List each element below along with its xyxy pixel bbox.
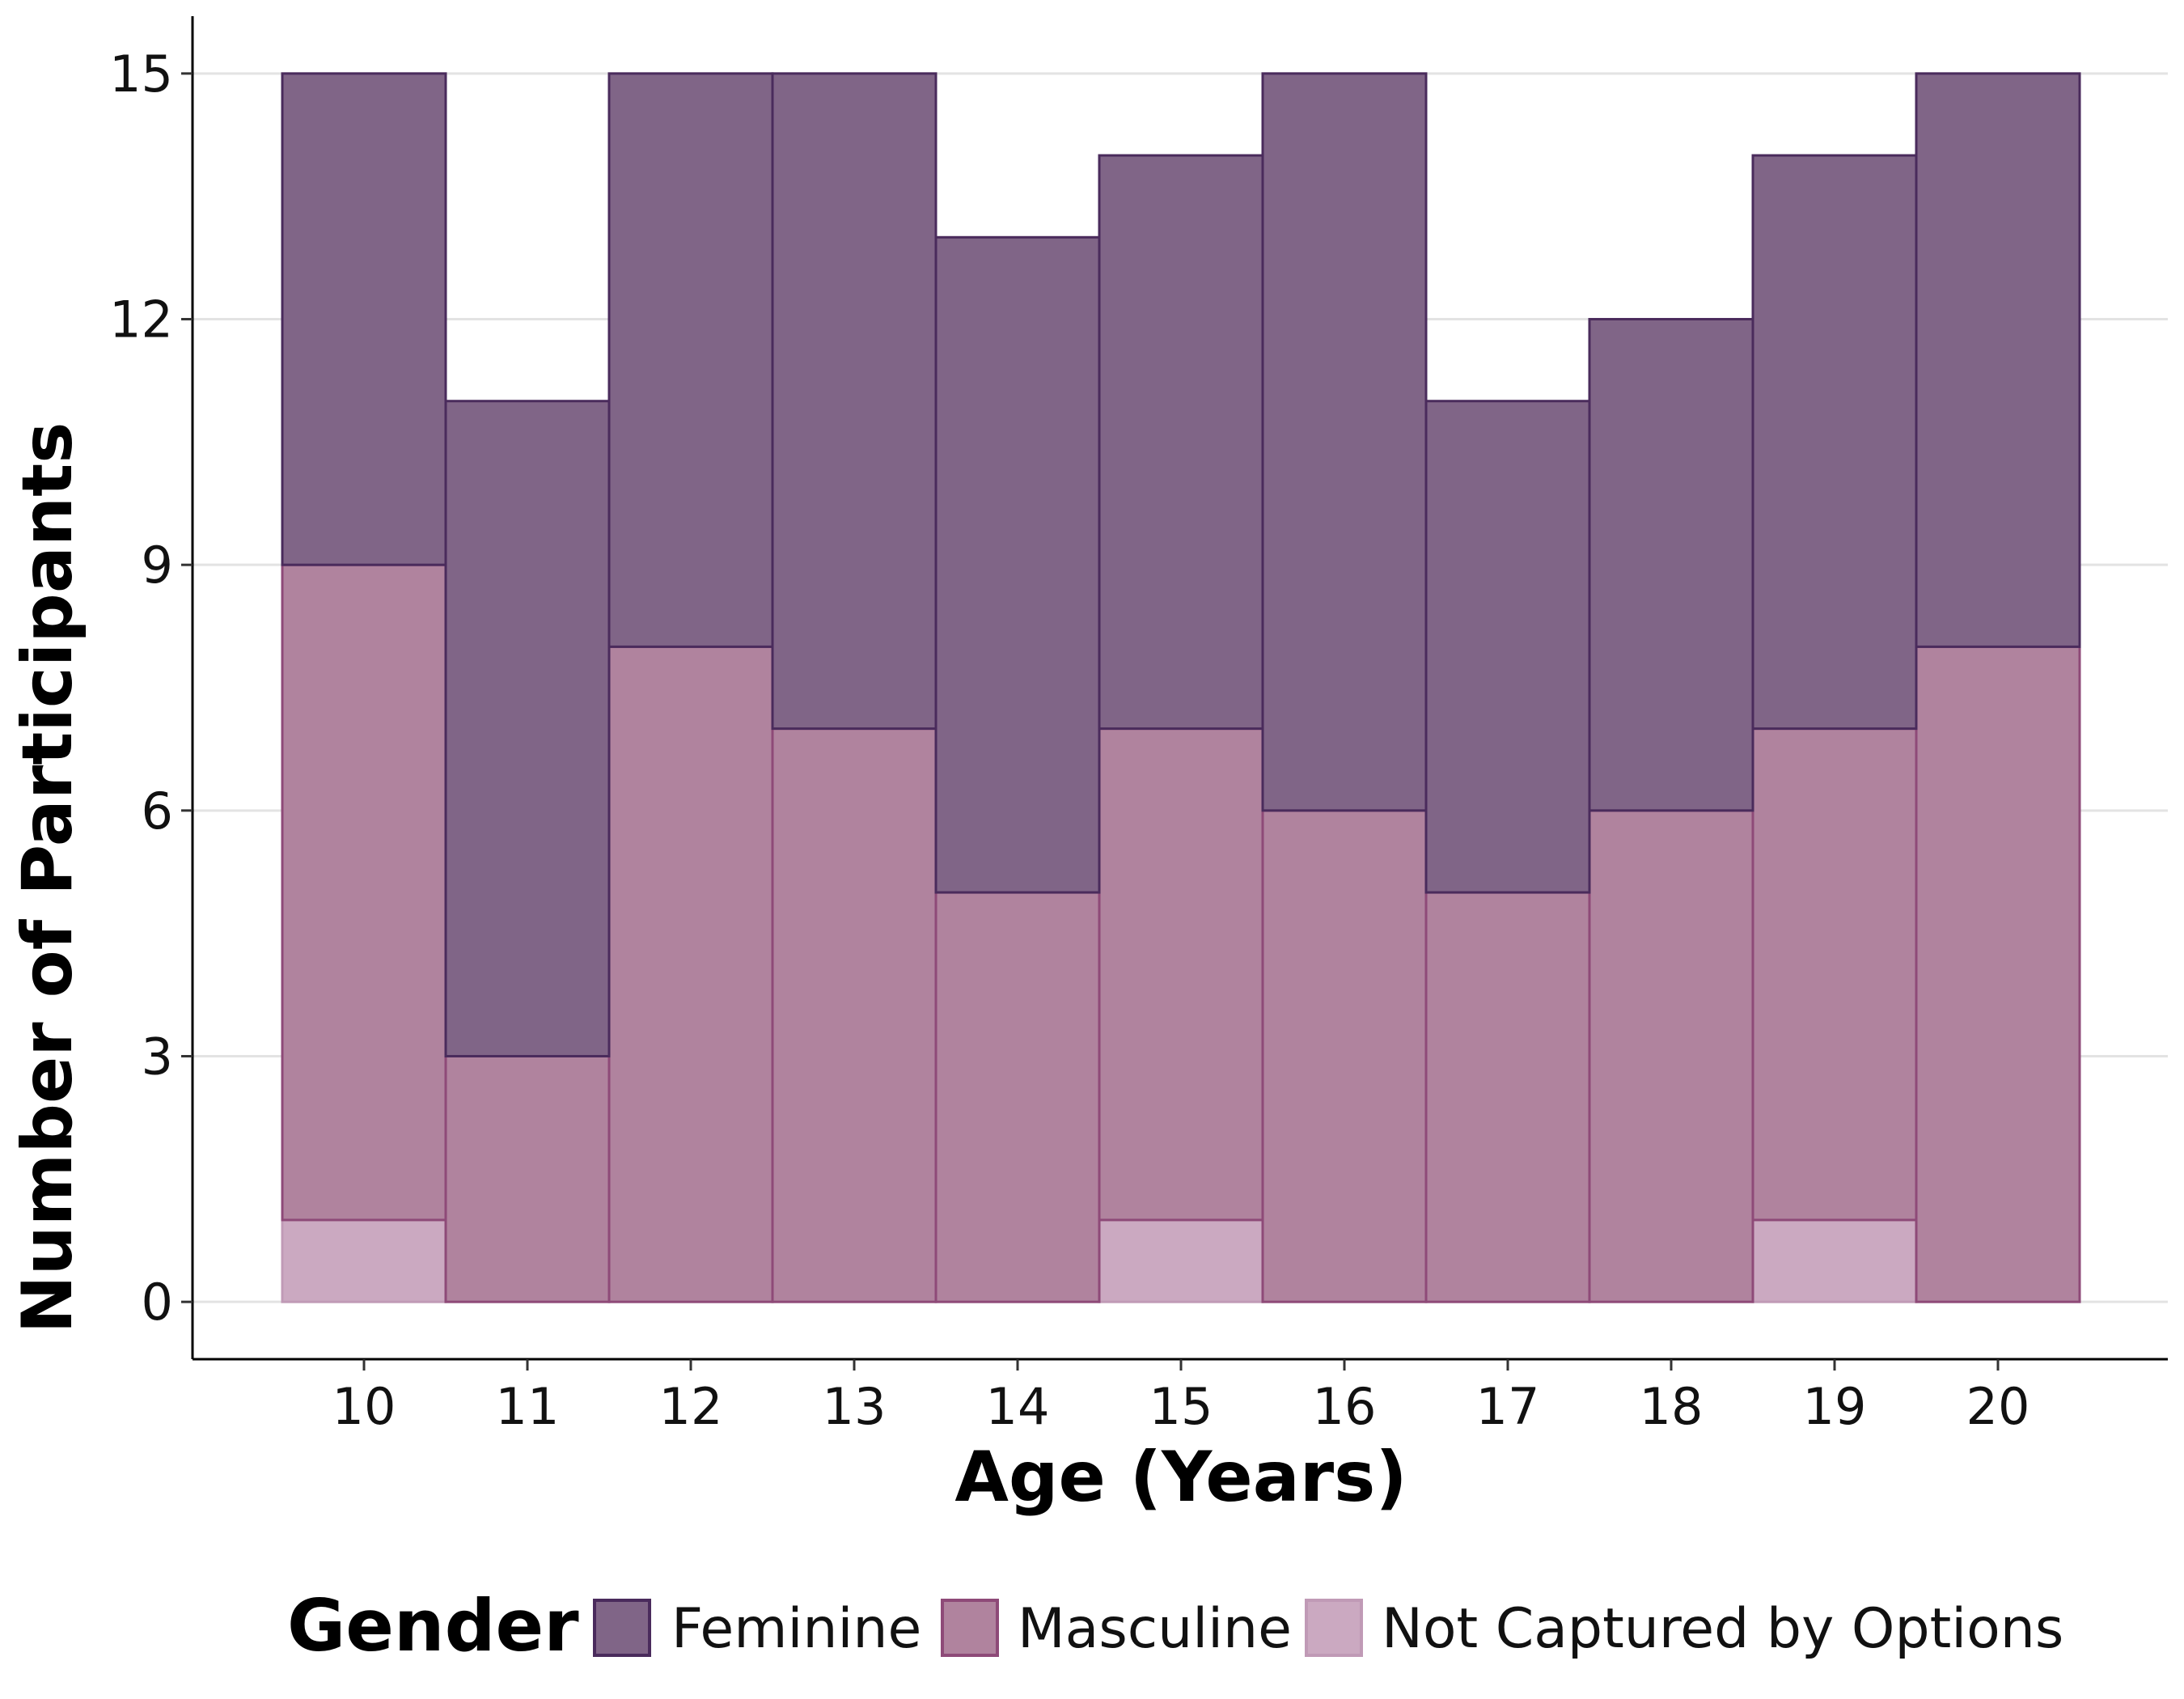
x-tick-label: 17 xyxy=(1476,1377,1540,1436)
legend-label-feminine: Feminine xyxy=(671,1597,921,1661)
legend-swatch-masculine xyxy=(941,1599,999,1657)
bar-not-captured-by-options-15 xyxy=(1098,1218,1264,1303)
bar-masculine-19 xyxy=(1751,727,1918,1222)
bar-feminine-20 xyxy=(1915,72,2081,648)
bar-masculine-10 xyxy=(281,563,447,1222)
y-axis-title: Number of Participants xyxy=(7,422,88,1334)
x-tick-label: 13 xyxy=(823,1377,887,1436)
bar-masculine-18 xyxy=(1588,809,1754,1303)
y-tick-label: 12 xyxy=(109,290,173,350)
bar-feminine-11 xyxy=(444,400,611,1057)
bar-masculine-15 xyxy=(1098,727,1264,1222)
bar-masculine-12 xyxy=(607,645,774,1303)
bar-masculine-14 xyxy=(934,891,1101,1303)
y-tick-label: 3 xyxy=(142,1027,173,1086)
legend-swatch-feminine xyxy=(593,1599,651,1657)
bar-masculine-20 xyxy=(1915,645,2081,1303)
legend-label-not-captured-by-options: Not Captured by Options xyxy=(1382,1597,2063,1661)
x-ticks: 10 11 12 13 14 15 16 17 18 19 20 xyxy=(332,1359,2030,1436)
bar-feminine-18 xyxy=(1588,318,1754,812)
y-tick-label: 9 xyxy=(142,536,173,595)
legend-swatch-not-captured-by-options xyxy=(1305,1599,1363,1657)
bar-masculine-11 xyxy=(444,1054,611,1303)
legend-label-masculine: Masculine xyxy=(1018,1597,1292,1661)
bar-feminine-15 xyxy=(1098,154,1264,731)
bar-feminine-16 xyxy=(1261,72,1428,812)
legend: Gender Feminine Masculine Not Captured by … xyxy=(287,1584,2063,1667)
x-tick-label: 11 xyxy=(496,1377,560,1436)
y-tick-label: 0 xyxy=(142,1273,173,1332)
bar-not-captured-by-options-19 xyxy=(1751,1218,1918,1303)
x-tick-label: 20 xyxy=(1966,1377,2030,1436)
x-tick-label: 16 xyxy=(1313,1377,1377,1436)
bar-feminine-14 xyxy=(934,235,1101,894)
bar-feminine-12 xyxy=(607,72,774,648)
bar-not-captured-by-options-10 xyxy=(281,1218,447,1303)
bar-feminine-19 xyxy=(1751,154,1918,731)
bar-masculine-13 xyxy=(771,727,938,1303)
bar-masculine-16 xyxy=(1261,809,1428,1303)
bar-feminine-10 xyxy=(281,72,447,566)
x-tick-label: 18 xyxy=(1640,1377,1704,1436)
y-tick-label: 15 xyxy=(109,44,173,104)
y-tick-label: 6 xyxy=(142,782,173,841)
bar-feminine-17 xyxy=(1424,400,1591,894)
x-tick-label: 12 xyxy=(659,1377,723,1436)
legend-title: Gender xyxy=(287,1584,579,1667)
bar-feminine-13 xyxy=(771,72,938,731)
bar-masculine-17 xyxy=(1424,891,1591,1303)
x-tick-label: 14 xyxy=(986,1377,1050,1436)
x-tick-label: 19 xyxy=(1803,1377,1867,1436)
bars xyxy=(281,72,2081,1303)
x-tick-label: 15 xyxy=(1149,1377,1213,1436)
y-ticks: 0 3 6 9 12 15 xyxy=(109,44,193,1332)
x-tick-label: 10 xyxy=(332,1377,396,1436)
x-axis-title: Age (Years) xyxy=(954,1437,1407,1518)
